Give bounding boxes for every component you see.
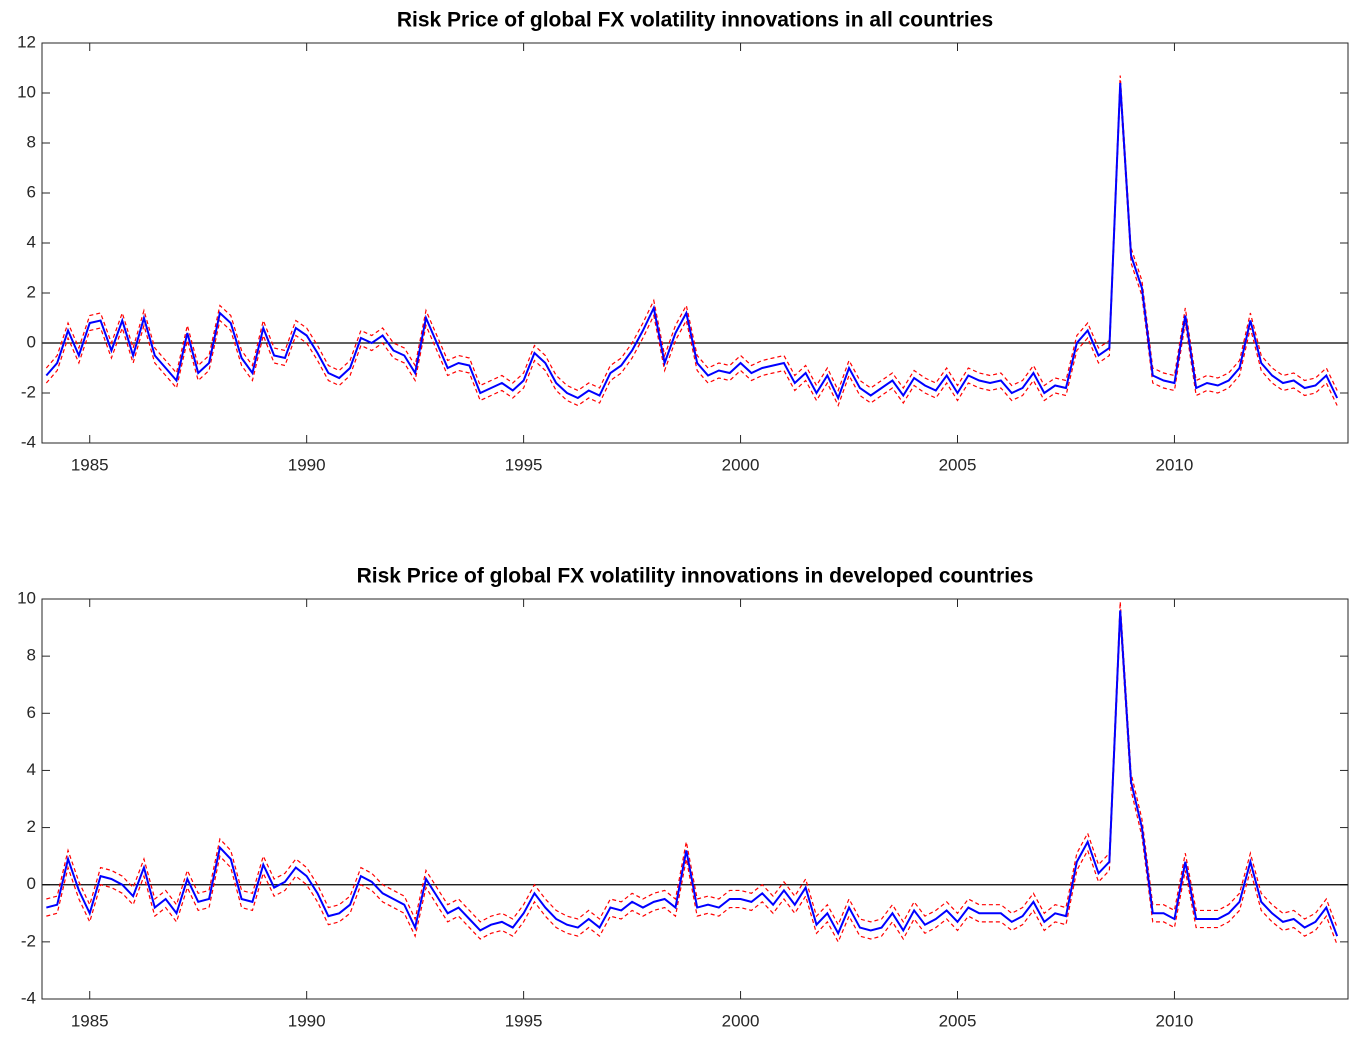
x-tick-label: 1985 xyxy=(71,455,109,474)
x-tick-label: 2000 xyxy=(722,455,760,474)
x-tick-label: 2010 xyxy=(1156,455,1194,474)
y-tick-label: 10 xyxy=(17,82,36,101)
x-tick-label: 2010 xyxy=(1156,1011,1194,1030)
x-tick-label: 1990 xyxy=(288,455,326,474)
y-tick-label: 6 xyxy=(27,182,36,201)
x-tick-label: 2005 xyxy=(939,455,977,474)
axes-box xyxy=(41,42,1349,444)
y-tick-label: -4 xyxy=(21,988,36,1007)
series-line xyxy=(46,610,1339,937)
y-tick-label: 4 xyxy=(27,232,36,251)
x-tick-label: 1995 xyxy=(505,455,543,474)
x-tick-label: 1990 xyxy=(288,1011,326,1030)
chart-title: Risk Price of global FX volatility innov… xyxy=(357,565,1034,588)
x-tick-label: 1995 xyxy=(505,1011,543,1030)
y-tick-label: 2 xyxy=(27,817,36,836)
y-tick-label: 6 xyxy=(27,703,36,722)
y-tick-label: 12 xyxy=(17,32,36,51)
x-tick-label: 2005 xyxy=(939,1011,977,1030)
plot-area xyxy=(42,599,1348,999)
axes-box xyxy=(41,598,1349,1000)
y-tick-label: 10 xyxy=(17,588,36,607)
y-tick-label: 8 xyxy=(27,132,36,151)
y-tick-label: 0 xyxy=(27,332,36,351)
y-tick-label: 4 xyxy=(27,760,36,779)
x-tick-label: 2000 xyxy=(722,1011,760,1030)
y-tick-label: -2 xyxy=(21,931,36,950)
y-tick-label: 2 xyxy=(27,282,36,301)
y-tick-label: -2 xyxy=(21,382,36,401)
series-line xyxy=(45,82,1339,401)
plot-area xyxy=(42,43,1348,443)
chart-title: Risk Price of global FX volatility innov… xyxy=(397,9,993,32)
y-tick-label: 8 xyxy=(27,646,36,665)
y-tick-label: 0 xyxy=(27,874,36,893)
y-tick-label: -4 xyxy=(21,432,36,451)
x-tick-label: 1985 xyxy=(71,1011,109,1030)
